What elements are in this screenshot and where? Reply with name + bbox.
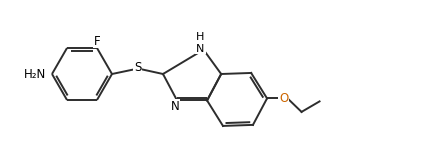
Text: H₂N: H₂N	[24, 67, 46, 81]
Text: O: O	[279, 92, 288, 105]
Text: N: N	[171, 100, 179, 113]
Text: S: S	[134, 61, 141, 74]
Text: F: F	[94, 34, 100, 48]
Text: H
N: H N	[196, 32, 205, 54]
